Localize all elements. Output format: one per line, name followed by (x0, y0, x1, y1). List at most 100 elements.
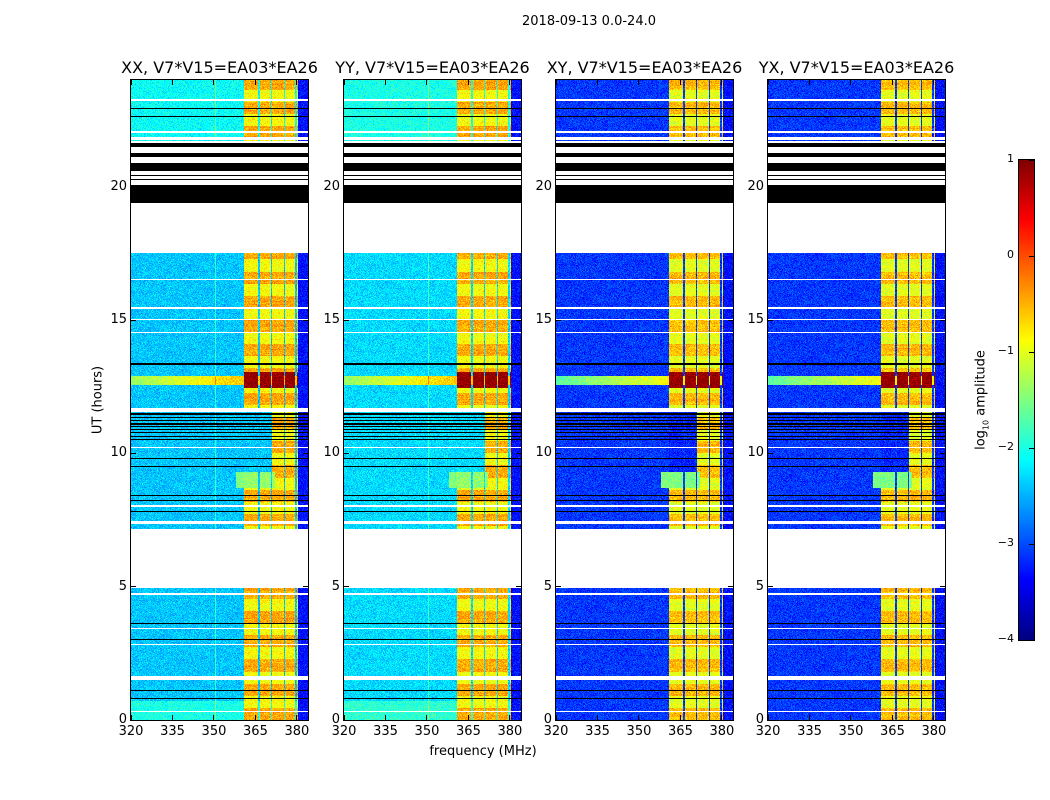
x-tick-mark (808, 80, 810, 85)
x-tick-mark (767, 715, 769, 720)
y-tick-label: 0 (755, 712, 764, 727)
x-tick-mark (296, 80, 298, 85)
x-tick-label: 365 (456, 724, 481, 739)
x-tick-label: 320 (118, 724, 144, 739)
x-tick-mark (891, 80, 893, 85)
colorbar-label-suffix: amplitude (973, 350, 989, 420)
y-tick-mark (768, 452, 773, 454)
y-tick-label: 10 (110, 445, 127, 461)
y-axis-label: UT (hours) (90, 365, 106, 435)
y-tick-mark (728, 586, 733, 588)
x-tick-mark (130, 715, 132, 720)
y-tick-label: 10 (747, 445, 764, 461)
y-tick-label: 15 (110, 312, 127, 327)
x-tick-label: 365 (243, 724, 268, 739)
x-tick-label: 335 (160, 724, 185, 739)
x-tick-label: 380 (921, 724, 947, 739)
x-tick-label: 335 (585, 724, 610, 739)
x-tick-mark (679, 80, 681, 85)
y-tick-mark (768, 186, 773, 188)
x-tick-mark (343, 715, 345, 720)
waterfall-panel-xy (555, 79, 734, 721)
y-tick-mark (728, 186, 733, 188)
y-tick-mark (768, 719, 773, 721)
panel-title-xx: XX, V7*V15=EA03*EA26 (121, 58, 318, 77)
x-tick-label: 365 (668, 724, 693, 739)
y-tick-mark (728, 719, 733, 721)
y-tick-mark (556, 186, 561, 188)
y-tick-label: 10 (323, 445, 340, 461)
x-tick-mark (171, 715, 173, 720)
x-tick-mark (721, 715, 723, 720)
x-tick-mark (933, 715, 935, 720)
y-tick-mark (940, 719, 945, 721)
x-tick-mark (343, 80, 345, 85)
x-tick-mark (213, 80, 215, 85)
x-tick-label: 380 (709, 724, 735, 739)
x-tick-mark (384, 80, 386, 85)
y-tick-mark (303, 452, 308, 454)
y-tick-label: 15 (535, 312, 552, 327)
y-tick-label: 0 (118, 712, 127, 727)
x-tick-mark (555, 715, 557, 720)
colorbar-label-sub: 10 (981, 419, 991, 431)
y-tick-mark (344, 719, 349, 721)
x-tick-mark (638, 715, 640, 720)
y-tick-mark (131, 586, 136, 588)
y-tick-label: 20 (323, 178, 340, 194)
x-tick-label: 350 (414, 724, 440, 739)
y-tick-mark (516, 186, 521, 188)
x-tick-mark (509, 80, 511, 85)
y-tick-mark (940, 319, 945, 321)
colorbar-tick-label: −4 (997, 632, 1014, 645)
waterfall-heatmap (768, 80, 945, 720)
x-tick-mark (850, 715, 852, 720)
x-axis-label: frequency (MHz) (429, 744, 537, 759)
y-tick-mark (940, 186, 945, 188)
colorbar-tick-mark (1029, 543, 1034, 545)
waterfall-heatmap (131, 80, 308, 720)
y-tick-mark (556, 586, 561, 588)
y-tick-label: 0 (331, 712, 340, 727)
colorbar-tick-mark (1029, 159, 1034, 161)
y-tick-mark (940, 452, 945, 454)
y-tick-mark (768, 319, 773, 321)
x-tick-label: 380 (284, 724, 310, 739)
x-tick-mark (808, 715, 810, 720)
y-tick-mark (556, 452, 561, 454)
panel-title-xy: XY, V7*V15=EA03*EA26 (546, 58, 743, 77)
x-tick-label: 350 (838, 724, 864, 739)
y-tick-mark (940, 586, 945, 588)
colorbar-tick-label: 0 (1007, 248, 1014, 261)
x-tick-mark (426, 80, 428, 85)
y-tick-label: 5 (331, 578, 340, 594)
y-tick-label: 20 (110, 178, 127, 194)
x-tick-mark (596, 80, 598, 85)
colorbar-tick-label: −2 (997, 440, 1014, 453)
x-tick-mark (767, 80, 769, 85)
x-tick-mark (596, 715, 598, 720)
y-tick-mark (516, 452, 521, 454)
x-tick-mark (384, 715, 386, 720)
y-tick-mark (556, 319, 561, 321)
y-tick-mark (768, 586, 773, 588)
y-tick-mark (131, 719, 136, 721)
figure-title: 2018-09-13 0.0-24.0 (522, 14, 656, 29)
x-tick-label: 320 (755, 724, 781, 739)
x-tick-label: 350 (201, 724, 227, 739)
y-tick-mark (344, 452, 349, 454)
x-tick-label: 320 (331, 724, 357, 739)
waterfall-panel-yx (767, 79, 946, 721)
x-tick-mark (679, 715, 681, 720)
x-tick-mark (171, 80, 173, 85)
x-tick-label: 380 (497, 724, 523, 739)
x-tick-mark (891, 715, 893, 720)
colorbar-tick-label: −1 (997, 344, 1014, 357)
y-tick-mark (344, 319, 349, 321)
y-tick-mark (303, 186, 308, 188)
y-tick-mark (728, 452, 733, 454)
y-tick-mark (728, 319, 733, 321)
y-tick-label: 15 (747, 312, 764, 327)
y-tick-mark (131, 452, 136, 454)
y-tick-mark (344, 186, 349, 188)
